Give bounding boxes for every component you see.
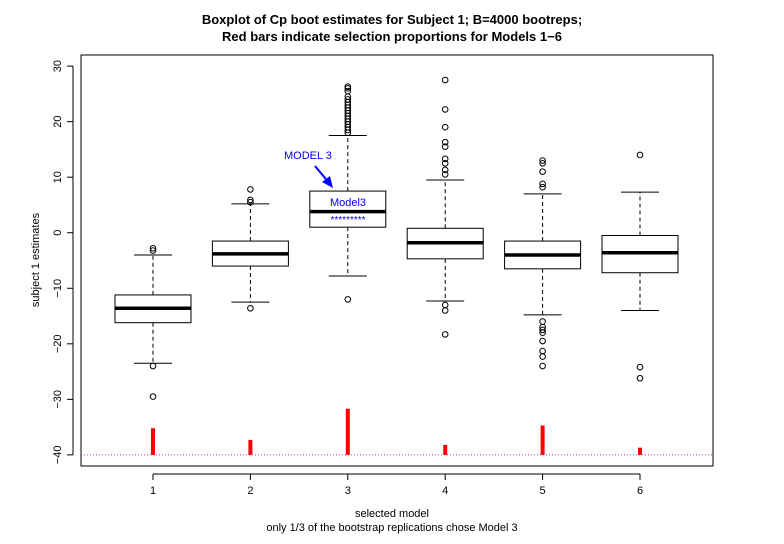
- annotation-group: MODEL 3 Model3 *********: [284, 150, 366, 226]
- y-tick-label: −20: [52, 334, 64, 353]
- box-model-2: [211, 186, 289, 312]
- outlier-point: [441, 160, 449, 167]
- x-axis: 1 2 3 4 5 6: [150, 473, 643, 497]
- annotation-callout: MODEL 3: [284, 150, 332, 162]
- outlier-point: [539, 157, 546, 164]
- outlier-point: [539, 160, 546, 167]
- outlier-point: [441, 155, 449, 163]
- outlier-point: [539, 353, 546, 360]
- outlier-point: [441, 166, 449, 174]
- box-model-1: [114, 244, 192, 400]
- box-model-3: [309, 83, 387, 303]
- y-axis: −40 −30 −20 −10 0 10 20 30: [52, 60, 74, 465]
- x-axis-sublabel: only 1/3 of the bootstrap replications c…: [266, 522, 518, 534]
- box-iqr: [309, 190, 387, 228]
- outlier-point: [636, 151, 644, 159]
- y-tick-label: −30: [52, 390, 64, 409]
- x-tick-label: 6: [637, 485, 643, 497]
- y-tick-label: −10: [52, 279, 64, 298]
- outlier-point: [539, 347, 546, 355]
- x-axis-label: selected model: [355, 508, 429, 520]
- x-tick-label: 5: [540, 485, 546, 497]
- x-tick-label: 4: [442, 485, 448, 497]
- y-tick-label: 20: [52, 116, 64, 128]
- outlier-point: [441, 123, 449, 131]
- box-model-6: [601, 151, 679, 382]
- x-tick-label: 1: [150, 485, 156, 497]
- outlier-point: [636, 374, 644, 382]
- outlier-point: [344, 296, 352, 303]
- boxes-group: [114, 76, 679, 400]
- outlier-point: [441, 76, 449, 84]
- outlier-point: [636, 363, 644, 371]
- outlier-point: [441, 171, 449, 178]
- outlier-point: [149, 244, 157, 252]
- outlier-point: [539, 168, 546, 175]
- plot-frame: [80, 54, 714, 467]
- selection-bars: [151, 408, 642, 455]
- outlier-point: [344, 83, 352, 90]
- y-tick-label: 10: [52, 171, 64, 183]
- outlier-point: [539, 326, 546, 334]
- outlier-point: [539, 337, 546, 345]
- chart-title-line2: Red bars indicate selection proportions …: [222, 29, 562, 44]
- y-axis-label: subject 1 estimates: [30, 212, 42, 307]
- outlier-point: [149, 362, 157, 370]
- x-tick-label: 2: [247, 485, 253, 497]
- outlier-point: [344, 87, 352, 95]
- outlier-point: [441, 143, 449, 150]
- outlier-point: [441, 307, 449, 314]
- outlier-point: [441, 138, 449, 146]
- x-tick-label: 3: [345, 485, 351, 497]
- y-tick-label: 30: [52, 60, 64, 72]
- box-model-5: [504, 157, 582, 370]
- annotation-box-label: Model3: [330, 197, 366, 209]
- outlier-point: [539, 362, 546, 370]
- outlier-point: [149, 393, 157, 400]
- annotation-arrowhead: [322, 176, 333, 188]
- outlier-point: [539, 318, 546, 325]
- outlier-point: [344, 96, 352, 103]
- annotation-box-stars: *********: [330, 215, 365, 226]
- outlier-point: [539, 180, 546, 188]
- y-tick-label: 0: [52, 230, 64, 236]
- y-tick-label: −40: [52, 446, 64, 465]
- outlier-point: [441, 106, 449, 113]
- outlier-point: [539, 183, 546, 191]
- outlier-point: [247, 198, 254, 206]
- outlier-point: [247, 186, 254, 193]
- outlier-point: [247, 304, 254, 312]
- outlier-point: [441, 301, 449, 309]
- chart-title-line1: Boxplot of Cp boot estimates for Subject…: [201, 12, 583, 27]
- box-model-4: [406, 76, 484, 338]
- outlier-point: [441, 331, 449, 338]
- outlier-point: [539, 329, 546, 337]
- outlier-point: [247, 196, 254, 204]
- outlier-point: [149, 247, 157, 254]
